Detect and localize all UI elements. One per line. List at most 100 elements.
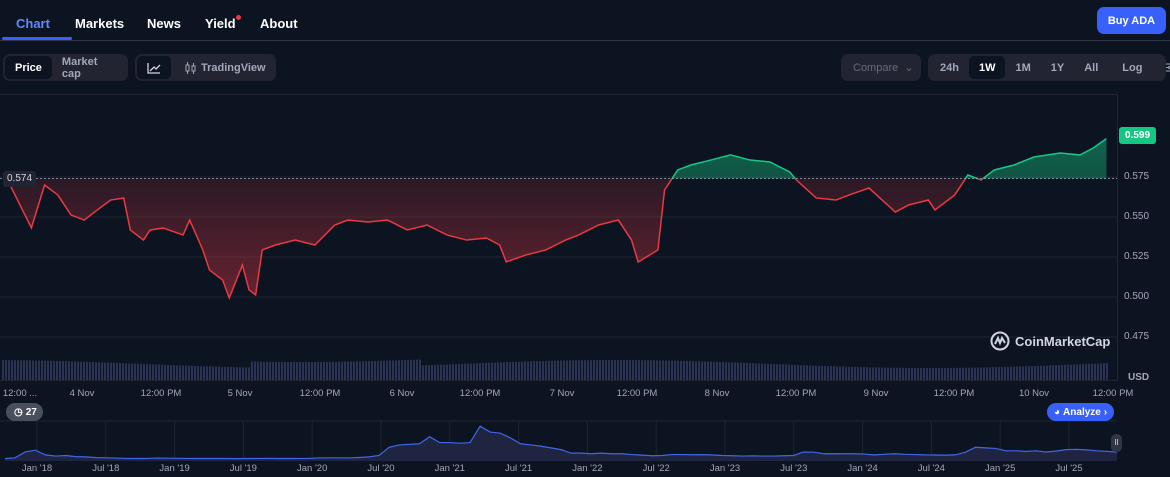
buy-ada-button[interactable]: Buy ADA [1097,7,1166,34]
tradingview-button[interactable]: TradingView [171,56,276,79]
volume-bar [836,366,838,380]
tab-about[interactable]: About [260,16,298,31]
volume-bar [428,365,430,380]
volume-bar [1055,365,1057,380]
history-count: 27 [25,406,37,418]
navigator-x-tick-label: Jul '24 [917,463,945,474]
volume-bar [158,364,160,380]
volume-bar [611,360,613,380]
volume-bar [488,362,490,380]
volume-bar [179,365,181,380]
volume-bar [299,361,301,380]
volume-bar [938,367,940,380]
tab-news[interactable]: News [147,16,181,31]
volume-bar [1061,364,1063,380]
volume-bar [8,360,10,380]
volume-bar [353,361,355,380]
volume-bar [713,361,715,380]
volume-bar [470,363,472,380]
volume-bar [1094,363,1096,380]
volume-bar [404,360,406,380]
volume-bar [191,365,193,380]
volume-bar [581,360,583,380]
price-line-down [5,178,985,301]
volume-bar [830,366,832,380]
volume-bar [683,360,685,380]
volume-bar [1016,366,1018,380]
navigator-x-tick-label: Jul '21 [505,463,533,474]
volume-bar [788,364,790,380]
volume-bar [1034,365,1036,380]
volume-bar [98,362,100,380]
tab-markets[interactable]: Markets [75,16,125,31]
range-1m[interactable]: 1M [1015,61,1031,74]
volume-bar [761,363,763,380]
range-24h[interactable]: 24h [940,61,959,74]
price-chart-frame [0,94,1118,381]
volume-bar [911,367,913,380]
volume-bar [1025,366,1027,380]
volume-bar [767,363,769,380]
volume-bar [491,362,493,380]
candlestick-icon [185,61,196,74]
compare-dropdown[interactable]: Compare ⌄ [841,54,921,81]
ai-icon: ◕ [1054,406,1061,418]
volume-bar [971,367,973,380]
range-all[interactable]: All [1084,61,1099,74]
history-badge[interactable]: ◷ 27 [6,403,43,421]
volume-bar [26,360,28,380]
tab-chart[interactable]: Chart [16,16,50,31]
tab-yield[interactable]: Yield [205,15,241,31]
volume-bar [872,367,874,380]
volume-bar [1058,365,1060,380]
tradingview-label: TradingView [201,61,266,74]
volume-bar [896,367,898,380]
volume-bar [920,367,922,380]
x-tick-label: 12:00 ... [2,388,38,399]
market-cap-button[interactable]: Market cap [61,55,98,80]
analyze-button[interactable]: ◕ Analyze › [1047,403,1115,421]
active-tab-indicator [2,37,72,40]
volume-bar [716,361,718,380]
volume-bar [218,366,220,380]
volume-bar [89,361,91,380]
volume-bar [143,364,145,380]
volume-bar [272,361,274,380]
volume-bar [653,360,655,380]
price-button[interactable]: Price [5,56,52,79]
volume-bar [458,363,460,380]
volume-bar [596,360,598,380]
line-chart-button[interactable] [137,56,171,79]
volume-bar [308,361,310,380]
volume-bar [1031,366,1033,380]
navigator-handle[interactable]: II [1111,434,1122,452]
volume-bar [203,366,205,380]
volume-bar [398,360,400,380]
volume-bar [599,360,601,380]
compare-text: Compare [853,61,899,74]
volume-bar [233,367,235,380]
volume-bar [584,360,586,380]
volume-bar [749,363,751,380]
volume-bar [167,364,169,380]
log-scale-button[interactable]: Log [1122,61,1143,74]
volume-bar [1046,365,1048,380]
volume-bar [1052,365,1054,380]
range-1w[interactable]: 1W [968,56,1006,79]
volume-bar [161,364,163,380]
volume-bar [560,360,562,380]
volume-bar [650,360,652,380]
volume-bar [950,367,952,380]
volume-bar [284,361,286,380]
x-tick-label: 12:00 PM [459,388,501,399]
volume-bar [845,366,847,380]
volume-bar [374,360,376,380]
volume-bar [923,367,925,380]
volume-bar [875,367,877,380]
volume-bar [935,367,937,380]
volume-bar [140,363,142,380]
range-1y[interactable]: 1Y [1050,61,1065,74]
volume-bar [1004,366,1006,380]
navigator-x-tick-label: Jan '19 [159,463,190,474]
